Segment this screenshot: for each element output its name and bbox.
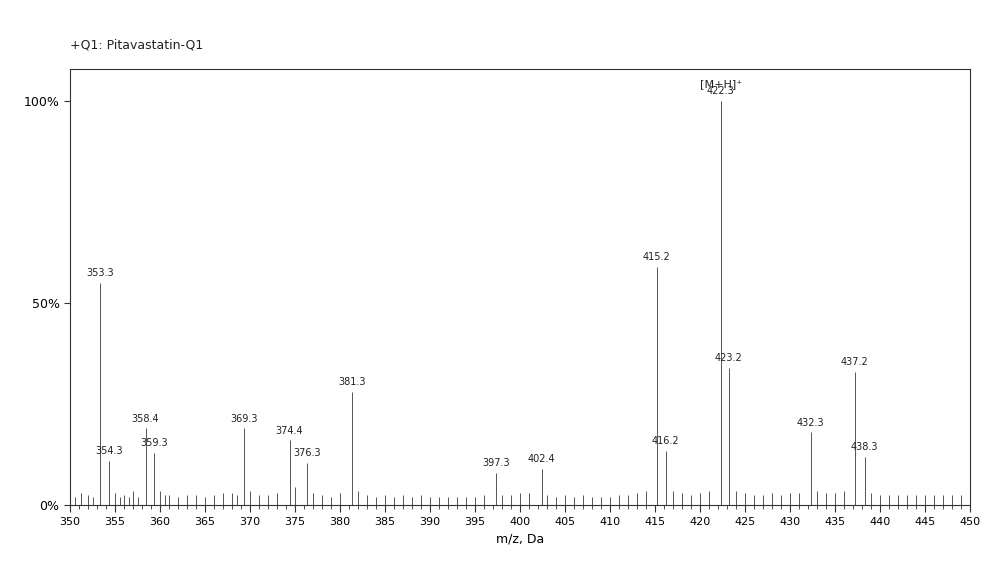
Text: 358.4: 358.4: [132, 413, 159, 424]
Text: 381.3: 381.3: [338, 377, 365, 387]
Text: 402.4: 402.4: [528, 454, 555, 464]
Text: 353.3: 353.3: [86, 268, 114, 278]
Text: 432.3: 432.3: [797, 417, 825, 428]
Text: 423.2: 423.2: [715, 353, 743, 363]
Text: 354.3: 354.3: [95, 446, 123, 456]
Text: 359.3: 359.3: [140, 438, 168, 448]
Text: 374.4: 374.4: [276, 426, 303, 436]
Text: 397.3: 397.3: [482, 458, 510, 468]
Text: 438.3: 438.3: [851, 442, 878, 452]
Text: +Q1: Pitavastatin-Q1: +Q1: Pitavastatin-Q1: [70, 38, 203, 52]
Text: 422.3: 422.3: [707, 86, 735, 96]
Text: 416.2: 416.2: [652, 436, 680, 446]
Text: [M+H]⁺: [M+H]⁺: [700, 79, 742, 89]
Text: 437.2: 437.2: [841, 357, 869, 367]
X-axis label: m/z, Da: m/z, Da: [496, 533, 544, 545]
Text: 369.3: 369.3: [230, 413, 257, 424]
Text: 376.3: 376.3: [293, 448, 321, 458]
Text: 415.2: 415.2: [643, 252, 671, 262]
